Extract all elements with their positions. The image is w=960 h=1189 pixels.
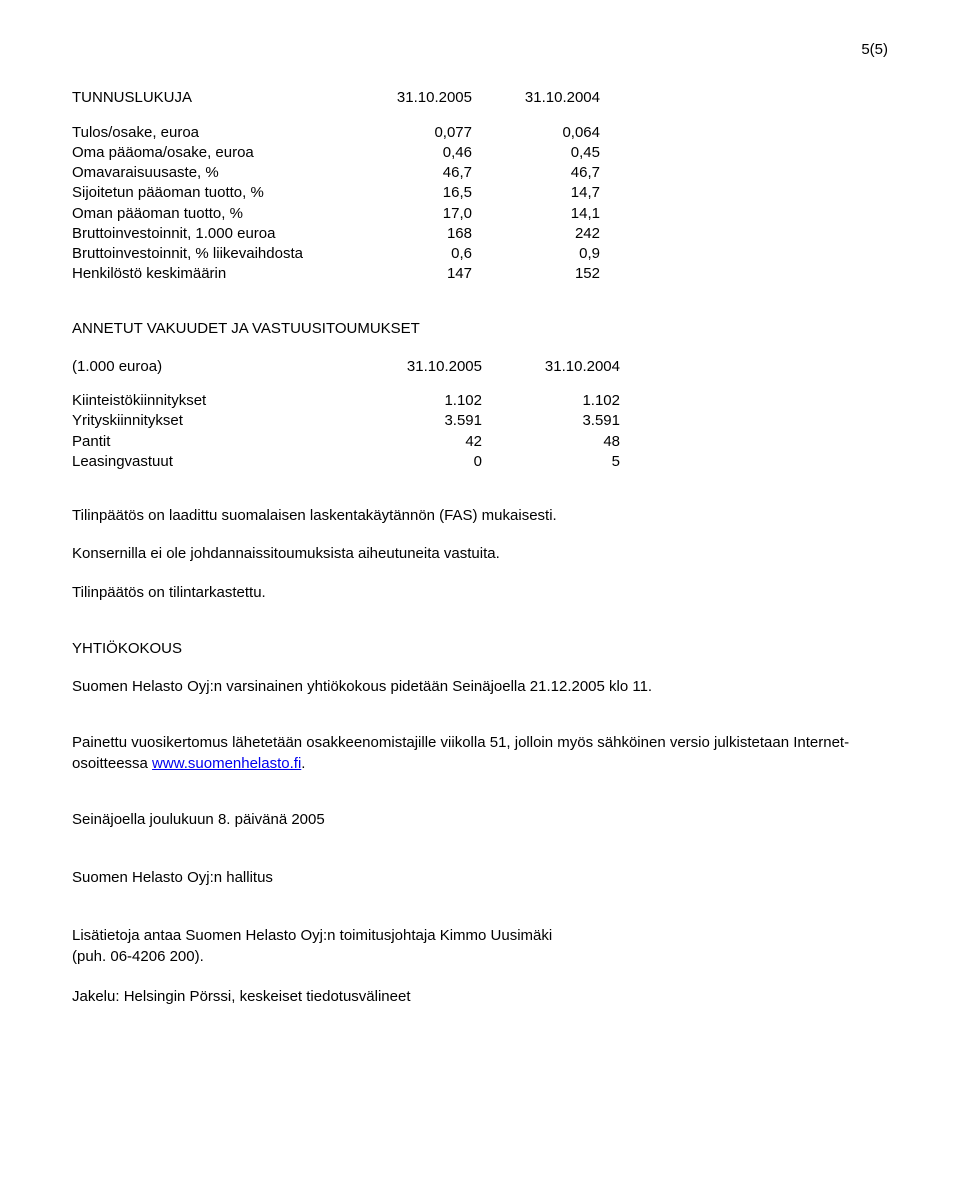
table-row: Pantit 42 48 <box>72 432 620 452</box>
notes-paragraphs: Tilinpäätös on laadittu suomalaisen lask… <box>72 506 888 603</box>
row-label: Oma pääoma/osake, euroa <box>72 143 372 163</box>
yhtiokokous-heading: YHTIÖKOKOUS <box>72 639 888 659</box>
table-row: Kiinteistökiinnitykset 1.102 1.102 <box>72 391 620 411</box>
row-label: Sijoitetun pääoman tuotto, % <box>72 183 372 203</box>
table-row: Sijoitetun pääoman tuotto, % 16,5 14,7 <box>72 183 600 203</box>
row-value: 0 <box>372 452 510 472</box>
contact-line2: (puh. 06-4206 200). <box>72 947 888 967</box>
row-value: 147 <box>372 264 500 284</box>
row-label: Leasingvastuut <box>72 452 372 472</box>
tunnusluvut-col1: 31.10.2005 <box>372 88 500 108</box>
row-value: 0,46 <box>372 143 500 163</box>
table-row: Henkilöstö keskimäärin 147 152 <box>72 264 600 284</box>
vakuudet-table: (1.000 euroa) 31.10.2005 31.10.2004 Kiin… <box>72 357 620 472</box>
row-label: Yrityskiinnitykset <box>72 411 372 431</box>
jakelu: Jakelu: Helsingin Pörssi, keskeiset tied… <box>72 987 888 1007</box>
board: Suomen Helasto Oyj:n hallitus <box>72 868 888 888</box>
row-value: 0,6 <box>372 244 500 264</box>
row-label: Henkilöstö keskimäärin <box>72 264 372 284</box>
row-value: 16,5 <box>372 183 500 203</box>
table-row: Omavaraisuusaste, % 46,7 46,7 <box>72 163 600 183</box>
row-value: 0,064 <box>500 123 600 143</box>
vakuudet-col1: 31.10.2005 <box>372 357 510 377</box>
table-row: Oma pääoma/osake, euroa 0,46 0,45 <box>72 143 600 163</box>
yhtiokokous-text: Suomen Helasto Oyj:n varsinainen yhtiöko… <box>72 677 888 697</box>
row-value: 0,45 <box>500 143 600 163</box>
place-date: Seinäjoella joulukuun 8. päivänä 2005 <box>72 810 888 830</box>
row-value: 3.591 <box>510 411 620 431</box>
tunnusluvut-table: TUNNUSLUKUJA 31.10.2005 31.10.2004 Tulos… <box>72 88 600 284</box>
row-label: Bruttoinvestoinnit, % liikevaihdosta <box>72 244 372 264</box>
row-value: 46,7 <box>372 163 500 183</box>
paragraph: Konsernilla ei ole johdannaissitoumuksis… <box>72 544 888 564</box>
vakuudet-sublabel: (1.000 euroa) <box>72 357 372 377</box>
row-value: 5 <box>510 452 620 472</box>
row-value: 242 <box>500 224 600 244</box>
document-page: 5(5) TUNNUSLUKUJA 31.10.2005 31.10.2004 … <box>0 0 960 1189</box>
row-value: 42 <box>372 432 510 452</box>
table-row: Yrityskiinnitykset 3.591 3.591 <box>72 411 620 431</box>
row-label: Oman pääoman tuotto, % <box>72 204 372 224</box>
footer-block: Seinäjoella joulukuun 8. päivänä 2005 Su… <box>72 810 888 1007</box>
row-value: 48 <box>510 432 620 452</box>
vuosikertomus-paragraph: Painettu vuosikertomus lähetetään osakke… <box>72 733 888 774</box>
page-number: 5(5) <box>72 40 888 60</box>
paragraph: Tilinpäätös on tilintarkastettu. <box>72 583 888 603</box>
row-value: 0,077 <box>372 123 500 143</box>
tunnusluvut-heading: TUNNUSLUKUJA <box>72 88 372 108</box>
row-value: 17,0 <box>372 204 500 224</box>
row-value: 1.102 <box>372 391 510 411</box>
row-value: 152 <box>500 264 600 284</box>
row-value: 1.102 <box>510 391 620 411</box>
table-row: Oman pääoman tuotto, % 17,0 14,1 <box>72 204 600 224</box>
vuosikertomus-post: . <box>301 755 305 772</box>
table-row: Bruttoinvestoinnit, 1.000 euroa 168 242 <box>72 224 600 244</box>
row-value: 14,1 <box>500 204 600 224</box>
vakuudet-col2: 31.10.2004 <box>510 357 620 377</box>
row-label: Bruttoinvestoinnit, 1.000 euroa <box>72 224 372 244</box>
row-label: Pantit <box>72 432 372 452</box>
tunnusluvut-col2: 31.10.2004 <box>500 88 600 108</box>
row-label: Tulos/osake, euroa <box>72 123 372 143</box>
row-label: Omavaraisuusaste, % <box>72 163 372 183</box>
vuosikertomus-link[interactable]: www.suomenhelasto.fi <box>152 755 301 772</box>
paragraph: Tilinpäätös on laadittu suomalaisen lask… <box>72 506 888 526</box>
table-row: Leasingvastuut 0 5 <box>72 452 620 472</box>
row-value: 168 <box>372 224 500 244</box>
contact-line1: Lisätietoja antaa Suomen Helasto Oyj:n t… <box>72 926 888 946</box>
row-value: 46,7 <box>500 163 600 183</box>
vakuudet-heading: ANNETUT VAKUUDET JA VASTUUSITOUMUKSET <box>72 319 888 339</box>
row-label: Kiinteistökiinnitykset <box>72 391 372 411</box>
row-value: 3.591 <box>372 411 510 431</box>
row-value: 0,9 <box>500 244 600 264</box>
table-row: Bruttoinvestoinnit, % liikevaihdosta 0,6… <box>72 244 600 264</box>
row-value: 14,7 <box>500 183 600 203</box>
table-row: Tulos/osake, euroa 0,077 0,064 <box>72 123 600 143</box>
